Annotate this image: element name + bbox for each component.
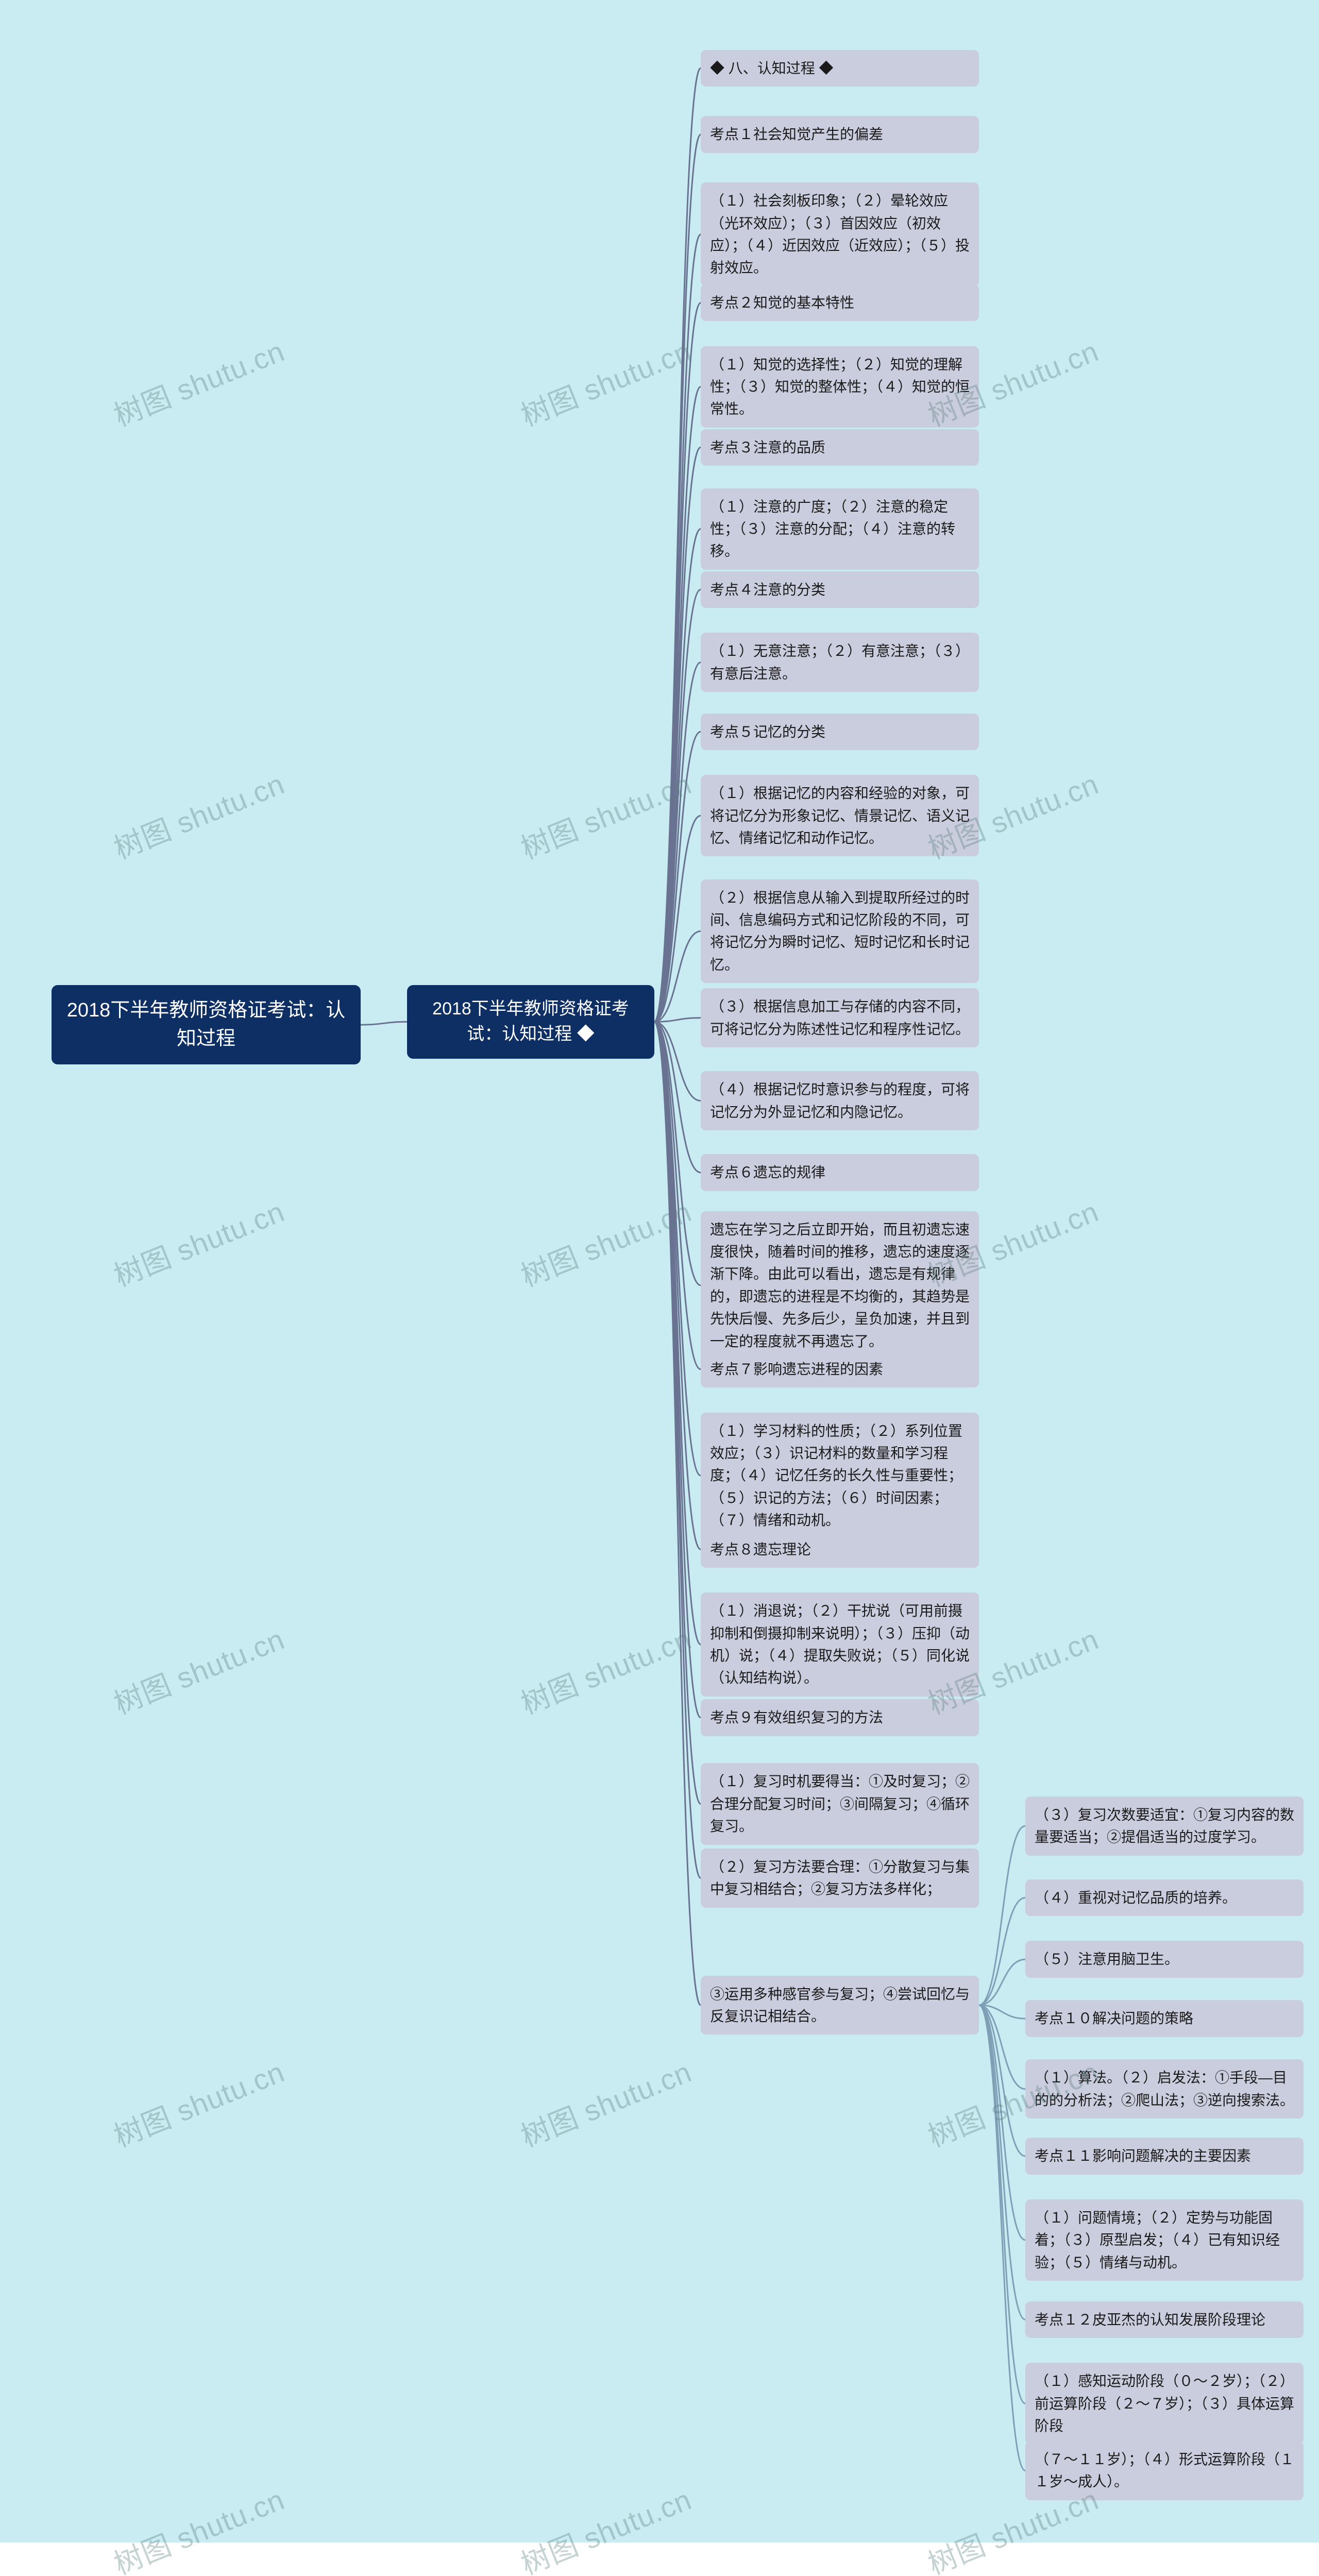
l2-node-2: （１）社会刻板印象；（２）晕轮效应（光环效应）；（３）首因效应（初效应）；（４）… [701,182,979,286]
root-text: 2018下半年教师资格证考试：认知过程 [67,999,346,1049]
l3-node-1: （４）重视对记忆品质的培养。 [1025,1879,1304,1916]
sub-node: 2018下半年教师资格证考试：认知过程 ◆ [407,985,654,1059]
l3-node-8-text: （１）感知运动阶段（０～２岁）；（２）前运算阶段（２～７岁）；（３）具体运算阶段 [1035,2373,1294,2434]
l2-node-17: （１）学习材料的性质；（２）系列位置效应；（３）识记材料的数量和学习程度；（４）… [701,1413,979,1539]
l3-node-6: （１）问题情境；（２）定势与功能固着；（３）原型启发；（４）已有知识经验；（５）… [1025,2199,1304,2281]
l3-node-4: （１）算法。（２）启发法：①手段—目的的分析法；②爬山法；③逆向搜索法。 [1025,2059,1304,2119]
l3-node-8: （１）感知运动阶段（０～２岁）；（２）前运算阶段（２～７岁）；（３）具体运算阶段 [1025,2363,1304,2444]
l3-node-9: （７～１１岁）；（４）形式运算阶段（１１岁～成人）。 [1025,2441,1304,2500]
l3-node-1-text: （４）重视对记忆品质的培养。 [1035,1890,1237,1906]
l2-node-20: 考点９有效组织复习的方法 [701,1699,979,1736]
l2-node-11-text: （２）根据信息从输入到提取所经过的时间、信息编码方式和记忆阶段的不同，可将记忆分… [710,890,970,973]
l2-node-16: 考点７影响遗忘进程的因素 [701,1351,979,1387]
l2-node-18: 考点８遗忘理论 [701,1531,979,1568]
l2-node-11: （２）根据信息从输入到提取所经过的时间、信息编码方式和记忆阶段的不同，可将记忆分… [701,879,979,984]
l2-node-4-text: （１）知觉的选择性；（２）知觉的理解性；（３）知觉的整体性；（４）知觉的恒常性。 [710,357,970,417]
l2-node-9-text: 考点５记忆的分类 [710,724,825,740]
l2-node-14-text: 考点６遗忘的规律 [710,1164,825,1180]
l2-node-12: （３）根据信息加工与存储的内容不同，可将记忆分为陈述性记忆和程序性记忆。 [701,988,979,1047]
l2-node-6: （１）注意的广度；（２）注意的稳定性；（３）注意的分配；（４）注意的转移。 [701,488,979,570]
l2-node-20-text: 考点９有效组织复习的方法 [710,1709,883,1725]
l3-node-5: 考点１１影响问题解决的主要因素 [1025,2138,1304,2174]
l2-node-1-text: 考点１社会知觉产生的偏差 [710,126,883,142]
l2-node-10: （１）根据记忆的内容和经验的对象，可将记忆分为形象记忆、情景记忆、语义记忆、情绪… [701,775,979,856]
l3-node-4-text: （１）算法。（２）启发法：①手段—目的的分析法；②爬山法；③逆向搜索法。 [1035,2070,1294,2108]
l2-node-14: 考点６遗忘的规律 [701,1154,979,1191]
l2-node-19-text: （１）消退说；（２）干扰说（可用前摄抑制和倒摄抑制来说明）；（３）压抑（动机）说… [710,1603,970,1686]
branch-node-text: ③运用多种感官参与复习；④尝试回忆与反复识记相结合。 [710,1986,970,2024]
l2-node-15-text: 遗忘在学习之后立即开始，而且初遗忘速度很快，随着时间的推移，遗忘的速度逐渐下降。… [710,1222,970,1349]
l2-node-4: （１）知觉的选择性；（２）知觉的理解性；（３）知觉的整体性；（４）知觉的恒常性。 [701,346,979,428]
l2-node-15: 遗忘在学习之后立即开始，而且初遗忘速度很快，随着时间的推移，遗忘的速度逐渐下降。… [701,1211,979,1360]
l2-node-7: 考点４注意的分类 [701,571,979,608]
l2-node-3-text: 考点２知觉的基本特性 [710,295,854,311]
l2-node-16-text: 考点７影响遗忘进程的因素 [710,1361,883,1377]
l2-node-7-text: 考点４注意的分类 [710,582,825,598]
l2-node-17-text: （１）学习材料的性质；（２）系列位置效应；（３）识记材料的数量和学习程度；（４）… [710,1423,962,1529]
l2-node-2-text: （１）社会刻板印象；（２）晕轮效应（光环效应）；（３）首因效应（初效应）；（４）… [710,193,970,276]
l2-node-5: 考点３注意的品质 [701,429,979,466]
l3-node-0-text: （３）复习次数要适宜：①复习内容的数量要适当；②提倡适当的过度学习。 [1035,1807,1294,1845]
l3-node-2-text: （５）注意用脑卫生。 [1035,1951,1179,1967]
l3-node-5-text: 考点１１影响问题解决的主要因素 [1035,2148,1251,2164]
branch-node: ③运用多种感官参与复习；④尝试回忆与反复识记相结合。 [701,1976,979,2035]
l2-node-21-text: （１）复习时机要得当：①及时复习；②合理分配复习时间；③间隔复习；④循环复习。 [710,1773,970,1834]
l3-node-9-text: （７～１１岁）；（４）形式运算阶段（１１岁～成人）。 [1035,2451,1294,2489]
l2-node-8-text: （１）无意注意；（２）有意注意；（３）有意后注意。 [710,643,970,681]
l3-node-7: 考点１２皮亚杰的认知发展阶段理论 [1025,2301,1304,2338]
l2-node-13-text: （４）根据记忆时意识参与的程度，可将记忆分为外显记忆和内隐记忆。 [710,1081,970,1120]
l3-node-7-text: 考点１２皮亚杰的认知发展阶段理论 [1035,2312,1265,2328]
l2-node-1: 考点１社会知觉产生的偏差 [701,116,979,152]
l2-node-3: 考点２知觉的基本特性 [701,284,979,321]
l2-node-18-text: 考点８遗忘理论 [710,1541,811,1557]
l2-node-22: （２）复习方法要合理：①分散复习与集中复习相结合；②复习方法多样化； [701,1849,979,1908]
l2-node-22-text: （２）复习方法要合理：①分散复习与集中复习相结合；②复习方法多样化； [710,1859,970,1897]
l3-node-2: （５）注意用脑卫生。 [1025,1941,1304,1977]
l2-node-13: （４）根据记忆时意识参与的程度，可将记忆分为外显记忆和内隐记忆。 [701,1071,979,1130]
l2-node-19: （１）消退说；（２）干扰说（可用前摄抑制和倒摄抑制来说明）；（３）压抑（动机）说… [701,1592,979,1697]
l3-node-6-text: （１）问题情境；（２）定势与功能固着；（３）原型启发；（４）已有知识经验；（５）… [1035,2210,1280,2270]
l2-node-5-text: 考点３注意的品质 [710,439,825,455]
l2-node-12-text: （３）根据信息加工与存储的内容不同，可将记忆分为陈述性记忆和程序性记忆。 [710,998,970,1037]
l3-node-3-text: 考点１０解决问题的策略 [1035,2010,1193,2026]
l2-node-9: 考点５记忆的分类 [701,714,979,750]
l2-node-8: （１）无意注意；（２）有意注意；（３）有意后注意。 [701,633,979,692]
root-node: 2018下半年教师资格证考试：认知过程 [52,985,361,1064]
sub-text: 2018下半年教师资格证考试：认知过程 ◆ [432,999,629,1044]
l3-node-0: （３）复习次数要适宜：①复习内容的数量要适当；②提倡适当的过度学习。 [1025,1797,1304,1856]
l2-node-10-text: （１）根据记忆的内容和经验的对象，可将记忆分为形象记忆、情景记忆、语义记忆、情绪… [710,785,970,846]
l2-node-21: （１）复习时机要得当：①及时复习；②合理分配复习时间；③间隔复习；④循环复习。 [701,1763,979,1844]
l2-node-6-text: （１）注意的广度；（２）注意的稳定性；（３）注意的分配；（４）注意的转移。 [710,499,955,560]
l2-node-0: ◆ 八、认知过程 ◆ [701,50,979,87]
l2-node-0-text: ◆ 八、认知过程 ◆ [710,60,834,76]
l3-node-3: 考点１０解决问题的策略 [1025,2000,1304,2037]
